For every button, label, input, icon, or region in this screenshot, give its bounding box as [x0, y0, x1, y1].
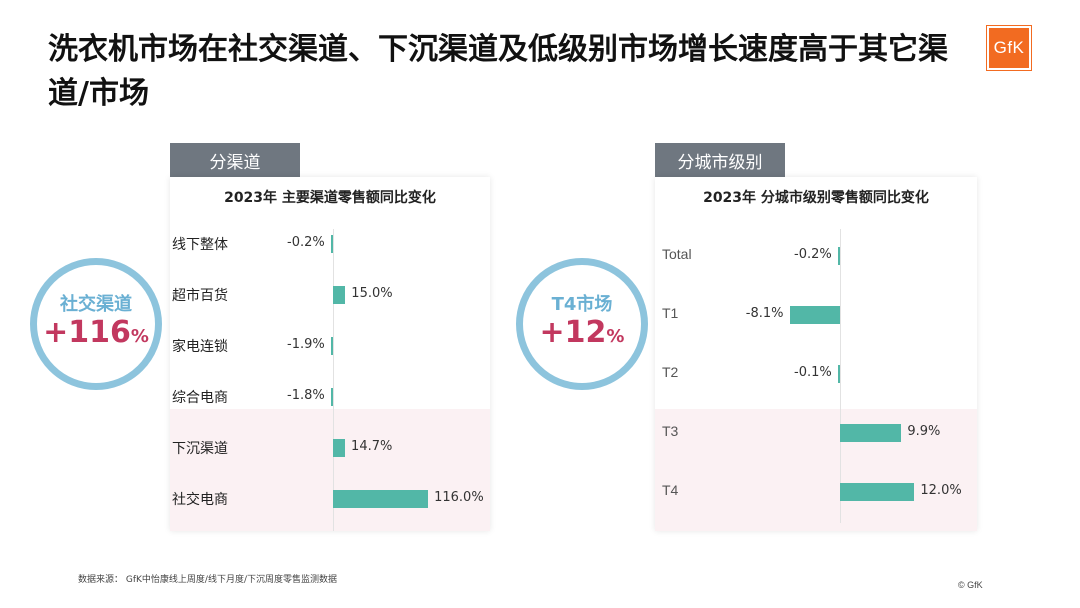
- highlight-band: [170, 409, 490, 531]
- highlight-label: 社交渠道: [60, 294, 132, 315]
- category-label: T4: [662, 482, 679, 498]
- social-channel-highlight: 社交渠道 +116%: [30, 258, 162, 390]
- category-label: 社交电商: [172, 492, 228, 508]
- data-label: 116.0%: [434, 490, 484, 505]
- category-label: 综合电商: [172, 390, 228, 406]
- category-label: T1: [662, 305, 679, 321]
- bar: [331, 337, 333, 355]
- bar: [331, 235, 333, 253]
- data-label: 9.9%: [907, 424, 941, 439]
- data-label: -0.1%: [794, 365, 832, 380]
- page-title: 洗衣机市场在社交渠道、下沉渠道及低级别市场增长速度高于其它渠道/市场: [48, 32, 948, 111]
- category-label: 线下整体: [172, 237, 228, 253]
- data-label: -1.8%: [287, 388, 325, 403]
- t4-market-highlight: T4市场 +12%: [516, 258, 648, 390]
- city-tier-chart-title: 2023年 分城市级别零售额同比变化: [703, 190, 929, 206]
- data-source-note: 数据来源： GfK中怡康线上周度/线下月度/下沉周度零售监测数据: [78, 575, 337, 585]
- highlight-value: +116%: [43, 315, 149, 350]
- category-label: 家电连锁: [172, 339, 228, 355]
- category-label: T3: [662, 423, 679, 439]
- category-label: T2: [662, 364, 679, 380]
- highlight-band: [655, 409, 977, 531]
- bar: [333, 490, 429, 508]
- data-label: 14.7%: [351, 439, 393, 454]
- zero-axis: [333, 229, 334, 531]
- channel-chart-card: 2023年 主要渠道零售额同比变化 线下整体 -0.2% 超市百货 15.0% 家电连锁…: [170, 177, 490, 531]
- bar: [838, 247, 840, 265]
- data-label: -0.2%: [794, 247, 832, 262]
- zero-axis: [840, 229, 841, 523]
- bar: [840, 483, 915, 501]
- data-label: -1.9%: [287, 337, 325, 352]
- bar: [333, 439, 346, 457]
- channel-chart-title: 2023年 主要渠道零售额同比变化: [224, 190, 436, 206]
- city-tier-chart-card: 2023年 分城市级别零售额同比变化 Total -0.2% T1 -8.1% T2 -0…: [655, 177, 977, 531]
- data-label: -8.1%: [745, 306, 784, 321]
- highlight-label: T4市场: [551, 294, 613, 315]
- category-label: 超市百货: [172, 288, 228, 304]
- bar: [840, 424, 902, 442]
- tab-channel: 分渠道: [170, 143, 300, 177]
- bar: [331, 388, 333, 406]
- copyright: © GfK: [958, 580, 983, 590]
- category-label: Total: [662, 246, 692, 262]
- category-label: 下沉渠道: [172, 441, 228, 457]
- bar: [838, 365, 840, 383]
- data-label: 12.0%: [920, 483, 962, 498]
- data-label: -0.2%: [287, 235, 325, 250]
- data-label: 15.0%: [351, 286, 393, 301]
- tab-city-tier: 分城市级别: [655, 143, 785, 177]
- bar: [333, 286, 346, 304]
- gfk-logo: GfK: [986, 25, 1032, 71]
- highlight-value: +12%: [539, 315, 625, 350]
- bar: [789, 306, 840, 324]
